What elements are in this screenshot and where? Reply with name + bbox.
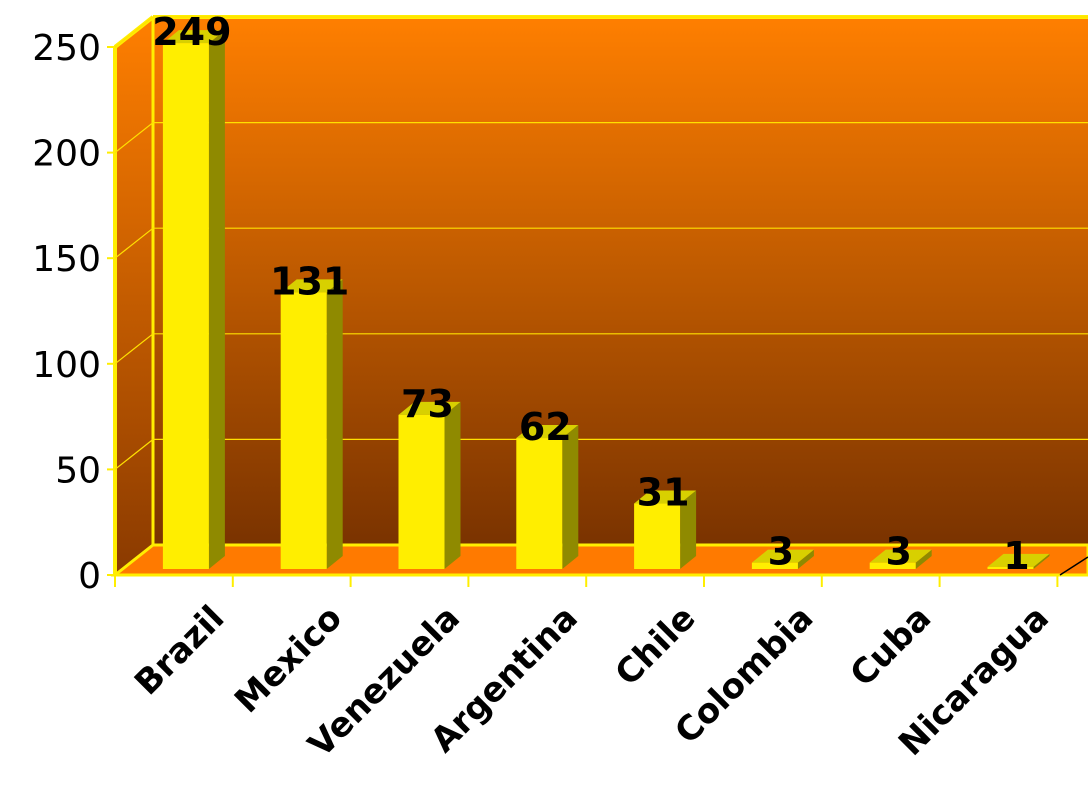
data-label: 249 bbox=[152, 10, 231, 54]
bar-top bbox=[634, 490, 697, 504]
gridline bbox=[114, 227, 1088, 259]
data-label: 1 bbox=[1003, 534, 1029, 578]
bar bbox=[516, 438, 563, 569]
data-label: 62 bbox=[519, 405, 572, 449]
bar-side bbox=[1033, 553, 1050, 569]
x-tick-label: Cuba bbox=[843, 598, 939, 694]
bar bbox=[634, 503, 681, 569]
data-label: 3 bbox=[768, 530, 794, 574]
data-label: 31 bbox=[637, 471, 690, 515]
bar-top bbox=[280, 279, 343, 293]
data-label: 131 bbox=[270, 259, 349, 303]
bar-side bbox=[562, 425, 579, 569]
gridlines bbox=[114, 16, 1088, 470]
bar-top bbox=[987, 553, 1050, 567]
x-tick-label: Brazil bbox=[127, 598, 232, 703]
bar-side bbox=[797, 549, 814, 569]
bar-top bbox=[398, 401, 461, 415]
bar bbox=[162, 43, 209, 569]
bar bbox=[398, 414, 445, 569]
bar-side bbox=[915, 549, 932, 569]
data-label: 3 bbox=[885, 530, 911, 574]
bar bbox=[987, 566, 1034, 569]
gridline bbox=[114, 333, 1088, 365]
x-tick-label: Mexico bbox=[227, 598, 350, 721]
gridline bbox=[114, 438, 1088, 470]
bar-top bbox=[869, 549, 932, 563]
data-label: 73 bbox=[401, 382, 454, 426]
bar-top bbox=[516, 425, 579, 439]
bar-side bbox=[208, 30, 225, 569]
bar bbox=[280, 292, 327, 569]
y-tick-label: 250 bbox=[32, 28, 101, 69]
bars bbox=[162, 30, 1050, 569]
floor-plane bbox=[110, 543, 1088, 577]
plot-background bbox=[113, 15, 1088, 575]
gridline bbox=[114, 121, 1088, 154]
bar-side bbox=[444, 401, 461, 569]
y-tick-label: 200 bbox=[32, 134, 101, 175]
y-axis: 0 50 100 150 200 250 bbox=[32, 28, 115, 597]
gridline bbox=[114, 16, 1088, 48]
bar bbox=[751, 562, 798, 569]
bar-top bbox=[751, 549, 814, 563]
bar-top bbox=[162, 30, 225, 44]
bar bbox=[869, 562, 916, 569]
side-wall bbox=[115, 17, 153, 575]
y-tick-label: 100 bbox=[32, 345, 101, 386]
y-tick-label: 50 bbox=[55, 450, 101, 491]
y-tick-label: 150 bbox=[32, 239, 101, 280]
floor-edge bbox=[1059, 556, 1088, 576]
bar-side bbox=[680, 490, 697, 569]
y-tick-label: 0 bbox=[78, 556, 101, 597]
x-tick-label: Chile bbox=[608, 598, 704, 694]
plot-floor bbox=[110, 543, 1088, 577]
bar-side bbox=[326, 279, 343, 569]
